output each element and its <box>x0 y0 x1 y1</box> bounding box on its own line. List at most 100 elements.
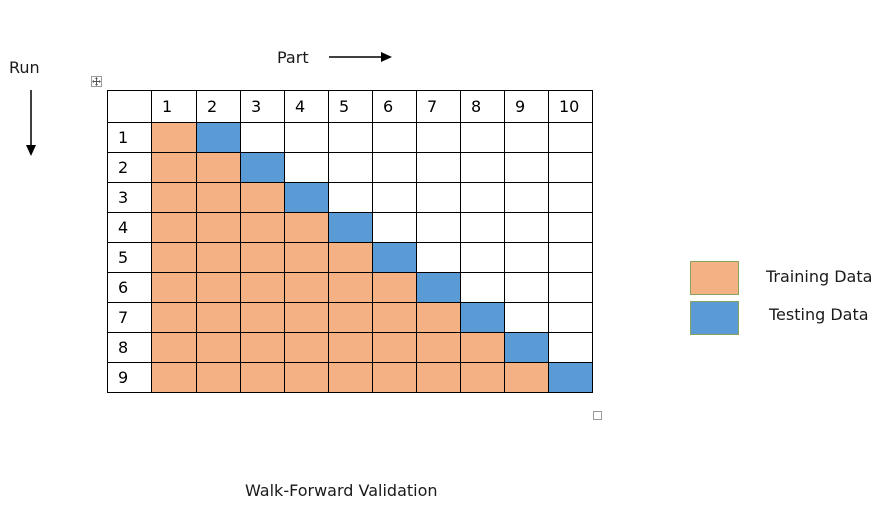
train-cell <box>284 242 329 273</box>
walk-forward-grid: 1 2 3 4 5 6 7 8 9 10 1 2 3 4 5 6 7 8 9 <box>107 90 593 393</box>
row-header-5: 5 <box>107 242 152 273</box>
testing-label: Testing Data <box>769 305 869 324</box>
row-header-9: 9 <box>107 362 152 393</box>
empty-cell <box>416 152 461 183</box>
train-cell <box>328 362 373 393</box>
run-row-6: 6 <box>107 272 593 303</box>
row-header-8: 8 <box>107 332 152 363</box>
row-header-3: 3 <box>107 182 152 213</box>
row-header-7: 7 <box>107 302 152 333</box>
train-cell <box>240 272 285 303</box>
train-cell <box>240 182 285 213</box>
train-cell <box>240 212 285 243</box>
train-cell <box>504 362 549 393</box>
train-cell <box>196 332 241 363</box>
train-cell <box>416 332 461 363</box>
empty-cell <box>548 242 593 273</box>
train-cell <box>240 302 285 333</box>
empty-cell <box>504 122 549 153</box>
column-header-2: 2 <box>196 90 241 123</box>
empty-cell <box>416 182 461 213</box>
train-cell <box>284 212 329 243</box>
empty-cell <box>548 182 593 213</box>
test-cell <box>504 332 549 363</box>
column-header-5: 5 <box>328 90 373 123</box>
empty-cell <box>460 152 505 183</box>
train-cell <box>151 152 197 183</box>
train-cell <box>151 302 197 333</box>
test-cell <box>548 362 593 393</box>
test-cell <box>328 212 373 243</box>
empty-cell <box>372 212 417 243</box>
test-cell <box>240 152 285 183</box>
train-cell <box>372 272 417 303</box>
train-cell <box>240 332 285 363</box>
empty-cell <box>504 272 549 303</box>
train-cell <box>151 272 197 303</box>
column-header-3: 3 <box>240 90 285 123</box>
run-axis-label: Run <box>9 58 40 77</box>
train-cell <box>196 362 241 393</box>
empty-cell <box>548 122 593 153</box>
empty-cell <box>416 212 461 243</box>
corner-cell <box>107 90 152 123</box>
train-cell <box>240 362 285 393</box>
empty-cell <box>416 122 461 153</box>
empty-cell <box>504 302 549 333</box>
train-cell <box>284 362 329 393</box>
train-cell <box>196 242 241 273</box>
empty-cell <box>372 122 417 153</box>
run-row-3: 3 <box>107 182 593 213</box>
test-cell <box>460 302 505 333</box>
run-row-5: 5 <box>107 242 593 273</box>
empty-cell <box>284 152 329 183</box>
arrow-down-icon <box>26 90 36 156</box>
train-cell <box>196 302 241 333</box>
empty-cell <box>548 212 593 243</box>
column-header-9: 9 <box>504 90 549 123</box>
train-cell <box>372 362 417 393</box>
train-cell <box>240 242 285 273</box>
train-cell <box>196 152 241 183</box>
legend-testing: Testing Data <box>690 301 890 337</box>
test-cell <box>284 182 329 213</box>
empty-cell <box>372 152 417 183</box>
column-header-1: 1 <box>151 90 197 123</box>
part-axis-label: Part <box>277 48 309 67</box>
training-label: Training Data <box>766 267 873 286</box>
empty-cell <box>372 182 417 213</box>
empty-cell <box>460 212 505 243</box>
empty-cell <box>504 242 549 273</box>
empty-cell <box>460 182 505 213</box>
train-cell <box>416 302 461 333</box>
train-cell <box>284 272 329 303</box>
train-cell <box>328 272 373 303</box>
train-cell <box>284 332 329 363</box>
arrow-right-icon <box>329 52 392 62</box>
run-row-9: 9 <box>107 362 593 393</box>
empty-cell <box>240 122 285 153</box>
empty-cell <box>504 152 549 183</box>
row-header-1: 1 <box>107 122 152 153</box>
run-row-4: 4 <box>107 212 593 243</box>
test-cell <box>196 122 241 153</box>
train-cell <box>151 212 197 243</box>
empty-cell <box>548 302 593 333</box>
train-cell <box>460 362 505 393</box>
train-cell <box>328 242 373 273</box>
column-header-4: 4 <box>284 90 329 123</box>
empty-cell <box>548 152 593 183</box>
empty-cell <box>460 242 505 273</box>
empty-cell <box>284 122 329 153</box>
train-cell <box>151 362 197 393</box>
table-move-handle[interactable] <box>91 76 102 87</box>
train-cell <box>151 332 197 363</box>
train-cell <box>460 332 505 363</box>
train-cell <box>151 242 197 273</box>
row-header-2: 2 <box>107 152 152 183</box>
resize-handle-icon[interactable] <box>593 411 602 420</box>
test-cell <box>372 242 417 273</box>
run-row-2: 2 <box>107 152 593 183</box>
column-header-6: 6 <box>372 90 417 123</box>
empty-cell <box>328 122 373 153</box>
